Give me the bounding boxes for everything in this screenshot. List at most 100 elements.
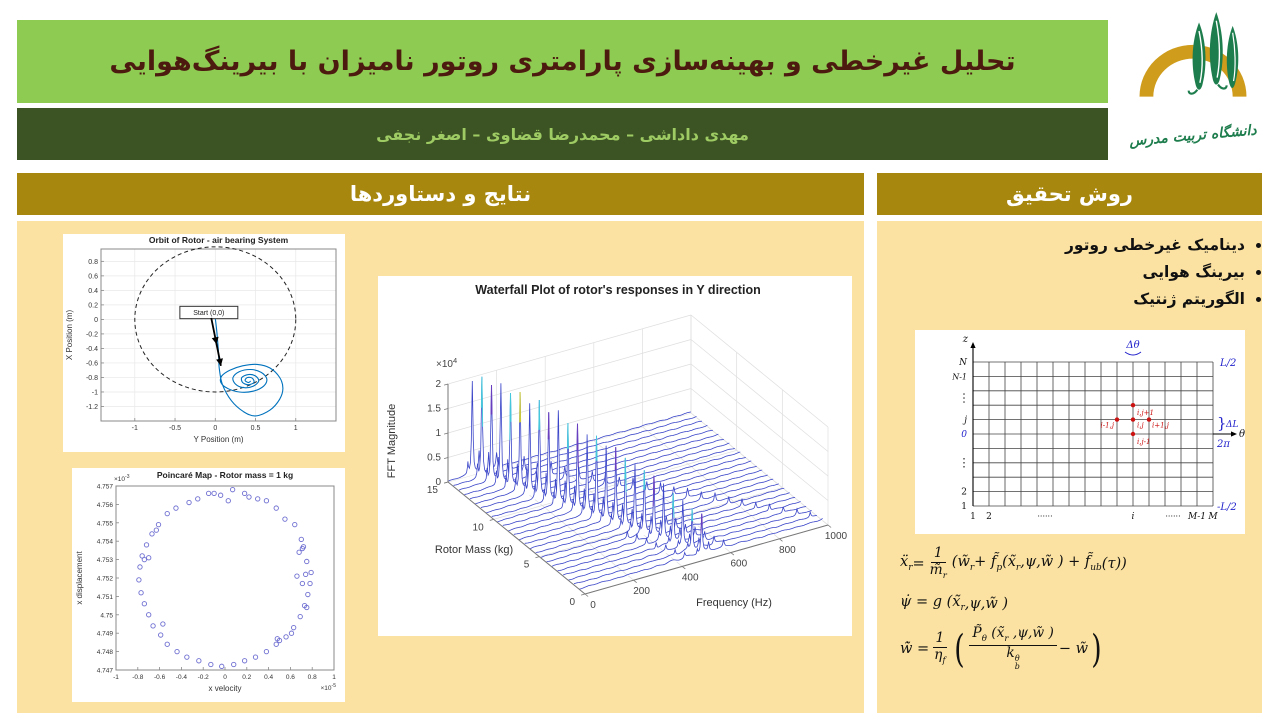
svg-text:0: 0	[213, 425, 217, 432]
results-section-title: نتایج و دستاوردها	[349, 182, 532, 206]
svg-text:i,j-1: i,j-1	[1137, 438, 1150, 446]
svg-text:-0.2: -0.2	[198, 674, 210, 681]
svg-text:5: 5	[524, 560, 530, 571]
svg-text:200: 200	[633, 586, 650, 597]
svg-text:0: 0	[590, 600, 596, 611]
svg-text:4.747: 4.747	[97, 668, 114, 675]
svg-text:Start (0,0): Start (0,0)	[193, 310, 224, 317]
svg-text:i+1,j: i+1,j	[1152, 422, 1170, 430]
svg-text:-0.6: -0.6	[154, 674, 166, 681]
svg-text:i-1,j: i-1,j	[1101, 422, 1115, 430]
equations-block: ẍr = 1 m̃r (w̃r + f̃p (x̃r ,ψ,w̃ ) + f̃ub …	[900, 545, 1255, 685]
svg-text:2: 2	[961, 488, 967, 498]
svg-text:-0.4: -0.4	[86, 346, 98, 353]
svg-text:-0.8: -0.8	[86, 375, 98, 382]
method-bullets: دینامیک غیرخطی روتور بیرینگ هوایی الگوریتم…	[900, 236, 1267, 317]
university-logo-emblem	[1139, 12, 1246, 97]
svg-text:Poincaré Map - Rotor mass = 1: Poincaré Map - Rotor mass = 1 kg	[157, 470, 293, 480]
equation: ẍr = 1 m̃r (w̃r + f̃p (x̃r ,ψ,w̃ ) + f̃ub …	[900, 545, 1127, 581]
svg-text:0.2: 0.2	[88, 302, 98, 309]
svg-text:Waterfall Plot of rotor's resp: Waterfall Plot of rotor's responses in Y…	[475, 283, 760, 297]
svg-text:i,j+1: i,j+1	[1137, 409, 1154, 417]
authors-band: مهدی داداشی – محمدرضا قضاوی – اصغر نجفی	[17, 108, 1108, 160]
method-section-header: روش تحقیق	[877, 173, 1262, 215]
svg-text:i,j: i,j	[1137, 422, 1144, 430]
svg-text:Δθ: Δθ	[1125, 340, 1139, 351]
equation: w̃̇ = 1 ηf(P̃θ (x̃r ,ψ,w̃ ) k θ b − w̃)	[900, 625, 1102, 672]
logo-cypress-trees	[1187, 12, 1238, 95]
svg-text:4.754: 4.754	[97, 539, 114, 546]
svg-text:N: N	[958, 358, 968, 368]
svg-text:M-1: M-1	[1187, 512, 1206, 522]
svg-text:Y Position (m): Y Position (m)	[193, 435, 243, 444]
svg-text:×10-5: ×10-5	[321, 683, 337, 692]
svg-text:×104: ×104	[436, 356, 457, 370]
svg-text:0: 0	[435, 477, 441, 488]
svg-text:×10-3: ×10-3	[114, 474, 130, 483]
svg-text:4.75: 4.75	[100, 612, 113, 619]
svg-text:-0.5: -0.5	[169, 425, 181, 432]
results-section-header: نتایج و دستاوردها	[17, 173, 864, 215]
svg-text:4.757: 4.757	[97, 484, 114, 491]
svg-text:-L/2: -L/2	[1217, 502, 1237, 513]
svg-text:4.756: 4.756	[97, 502, 114, 509]
svg-text:15: 15	[427, 485, 439, 496]
bullet-item: دینامیک غیرخطی روتور	[900, 236, 1245, 254]
svg-text:0.5: 0.5	[251, 425, 261, 432]
svg-text:Orbit of Rotor - air bearing S: Orbit of Rotor - air bearing System	[149, 235, 289, 245]
svg-text:2: 2	[986, 512, 992, 522]
svg-text:-1.2: -1.2	[86, 404, 98, 411]
svg-text:ΔL: ΔL	[1225, 420, 1238, 430]
svg-text:4.753: 4.753	[97, 557, 114, 564]
svg-text:0.8: 0.8	[88, 259, 98, 266]
svg-text:0: 0	[961, 430, 967, 440]
svg-text:4.748: 4.748	[97, 649, 114, 656]
svg-text:1.5: 1.5	[427, 404, 441, 415]
svg-text:4.752: 4.752	[97, 576, 114, 583]
svg-text:0.2: 0.2	[242, 674, 251, 681]
svg-text:1: 1	[970, 512, 976, 522]
svg-text:4.751: 4.751	[97, 594, 114, 601]
svg-text:j: j	[962, 416, 967, 426]
authors-line: مهدی داداشی – محمدرضا قضاوی – اصغر نجفی	[376, 124, 749, 144]
svg-text:600: 600	[730, 559, 747, 570]
bullet-item: الگوریتم ژنتیک	[900, 290, 1245, 308]
method-section-title: روش تحقیق	[1005, 182, 1134, 206]
svg-text:0: 0	[223, 674, 227, 681]
svg-text:x displacement: x displacement	[75, 551, 84, 605]
bullet-item: بیرینگ هوایی	[900, 263, 1245, 281]
svg-text:FFT Magnitude: FFT Magnitude	[386, 404, 398, 478]
svg-text:2π: 2π	[1216, 439, 1230, 450]
title-band: تحلیل غیرخطی و بهینه‌سازی پارامتری روتور…	[17, 20, 1108, 103]
svg-text:-0.4: -0.4	[176, 674, 188, 681]
svg-text:M: M	[1207, 512, 1218, 522]
poster-title: تحلیل غیرخطی و بهینه‌سازی پارامتری روتور…	[109, 46, 1016, 77]
svg-text:θ: θ	[1239, 429, 1245, 440]
svg-text:1: 1	[294, 425, 298, 432]
university-logo: دانشگاه تربیت مدرس	[1110, 0, 1275, 172]
svg-text:z: z	[962, 334, 969, 345]
svg-text:x velocity: x velocity	[209, 684, 242, 693]
svg-text:0.8: 0.8	[308, 674, 317, 681]
svg-text:N-1: N-1	[951, 372, 967, 381]
svg-text:-0.2: -0.2	[86, 331, 98, 338]
svg-text:······: ······	[1165, 512, 1180, 521]
svg-text:-0.6: -0.6	[86, 360, 98, 367]
svg-text:0.4: 0.4	[264, 674, 273, 681]
svg-text:1: 1	[961, 502, 967, 512]
poincare-map-plot: -1 -0.8 -0.6 -0.4 -0.2 0 0.2 0.4 0.6 0.8 1 4.757 4.7…	[72, 468, 345, 702]
svg-text:-1: -1	[92, 389, 98, 396]
svg-text:-1: -1	[113, 674, 119, 681]
svg-text:1: 1	[435, 428, 441, 439]
svg-text:Rotor Mass (kg): Rotor Mass (kg)	[435, 544, 513, 556]
svg-text:······: ······	[1037, 512, 1052, 521]
svg-text:4.755: 4.755	[97, 520, 114, 527]
svg-text:Frequency (Hz): Frequency (Hz)	[696, 597, 772, 609]
orbit-plot: -1 -0.5 0 0.5 1 0.8 0.6 0.4 0.2 0 -0.2 -0.4 -0.6 -0.8…	[63, 234, 345, 452]
svg-text:0.5: 0.5	[427, 453, 441, 464]
svg-text:-0.8: -0.8	[132, 674, 144, 681]
svg-text:1000: 1000	[825, 531, 848, 542]
svg-text:0.6: 0.6	[286, 674, 295, 681]
svg-text:0: 0	[94, 317, 98, 324]
svg-text:i: i	[1132, 512, 1135, 522]
